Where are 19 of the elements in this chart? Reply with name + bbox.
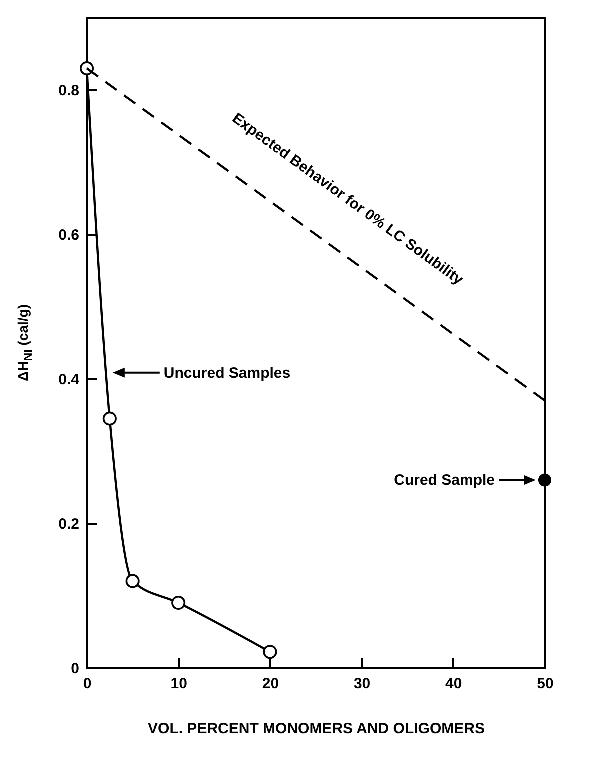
point <box>538 474 552 487</box>
x-tick-label: 10 <box>170 676 188 692</box>
x-tick-label: 20 <box>262 676 280 692</box>
y-tick-label: 0.4 <box>58 372 80 389</box>
point <box>172 596 186 610</box>
y-tick-label: 0.6 <box>58 227 80 244</box>
x-tick-label: 0 <box>83 676 92 692</box>
x-tick-label: 50 <box>537 676 554 692</box>
point <box>102 412 117 426</box>
point <box>263 645 278 660</box>
x-tick-label: 40 <box>446 676 462 692</box>
legend-label: Uncured Samples <box>164 364 291 382</box>
x-tick-label: 30 <box>354 676 371 692</box>
y-tick-label: 0.2 <box>58 516 80 534</box>
text: Cured Sample <box>394 472 495 490</box>
x-axis-title: VOL. PERCENT MONOMERS AND OLIGOMERS <box>148 720 485 738</box>
y-tick-label: 0 <box>71 660 80 678</box>
y-tick-label: 0.8 <box>58 82 80 100</box>
point <box>126 574 140 588</box>
